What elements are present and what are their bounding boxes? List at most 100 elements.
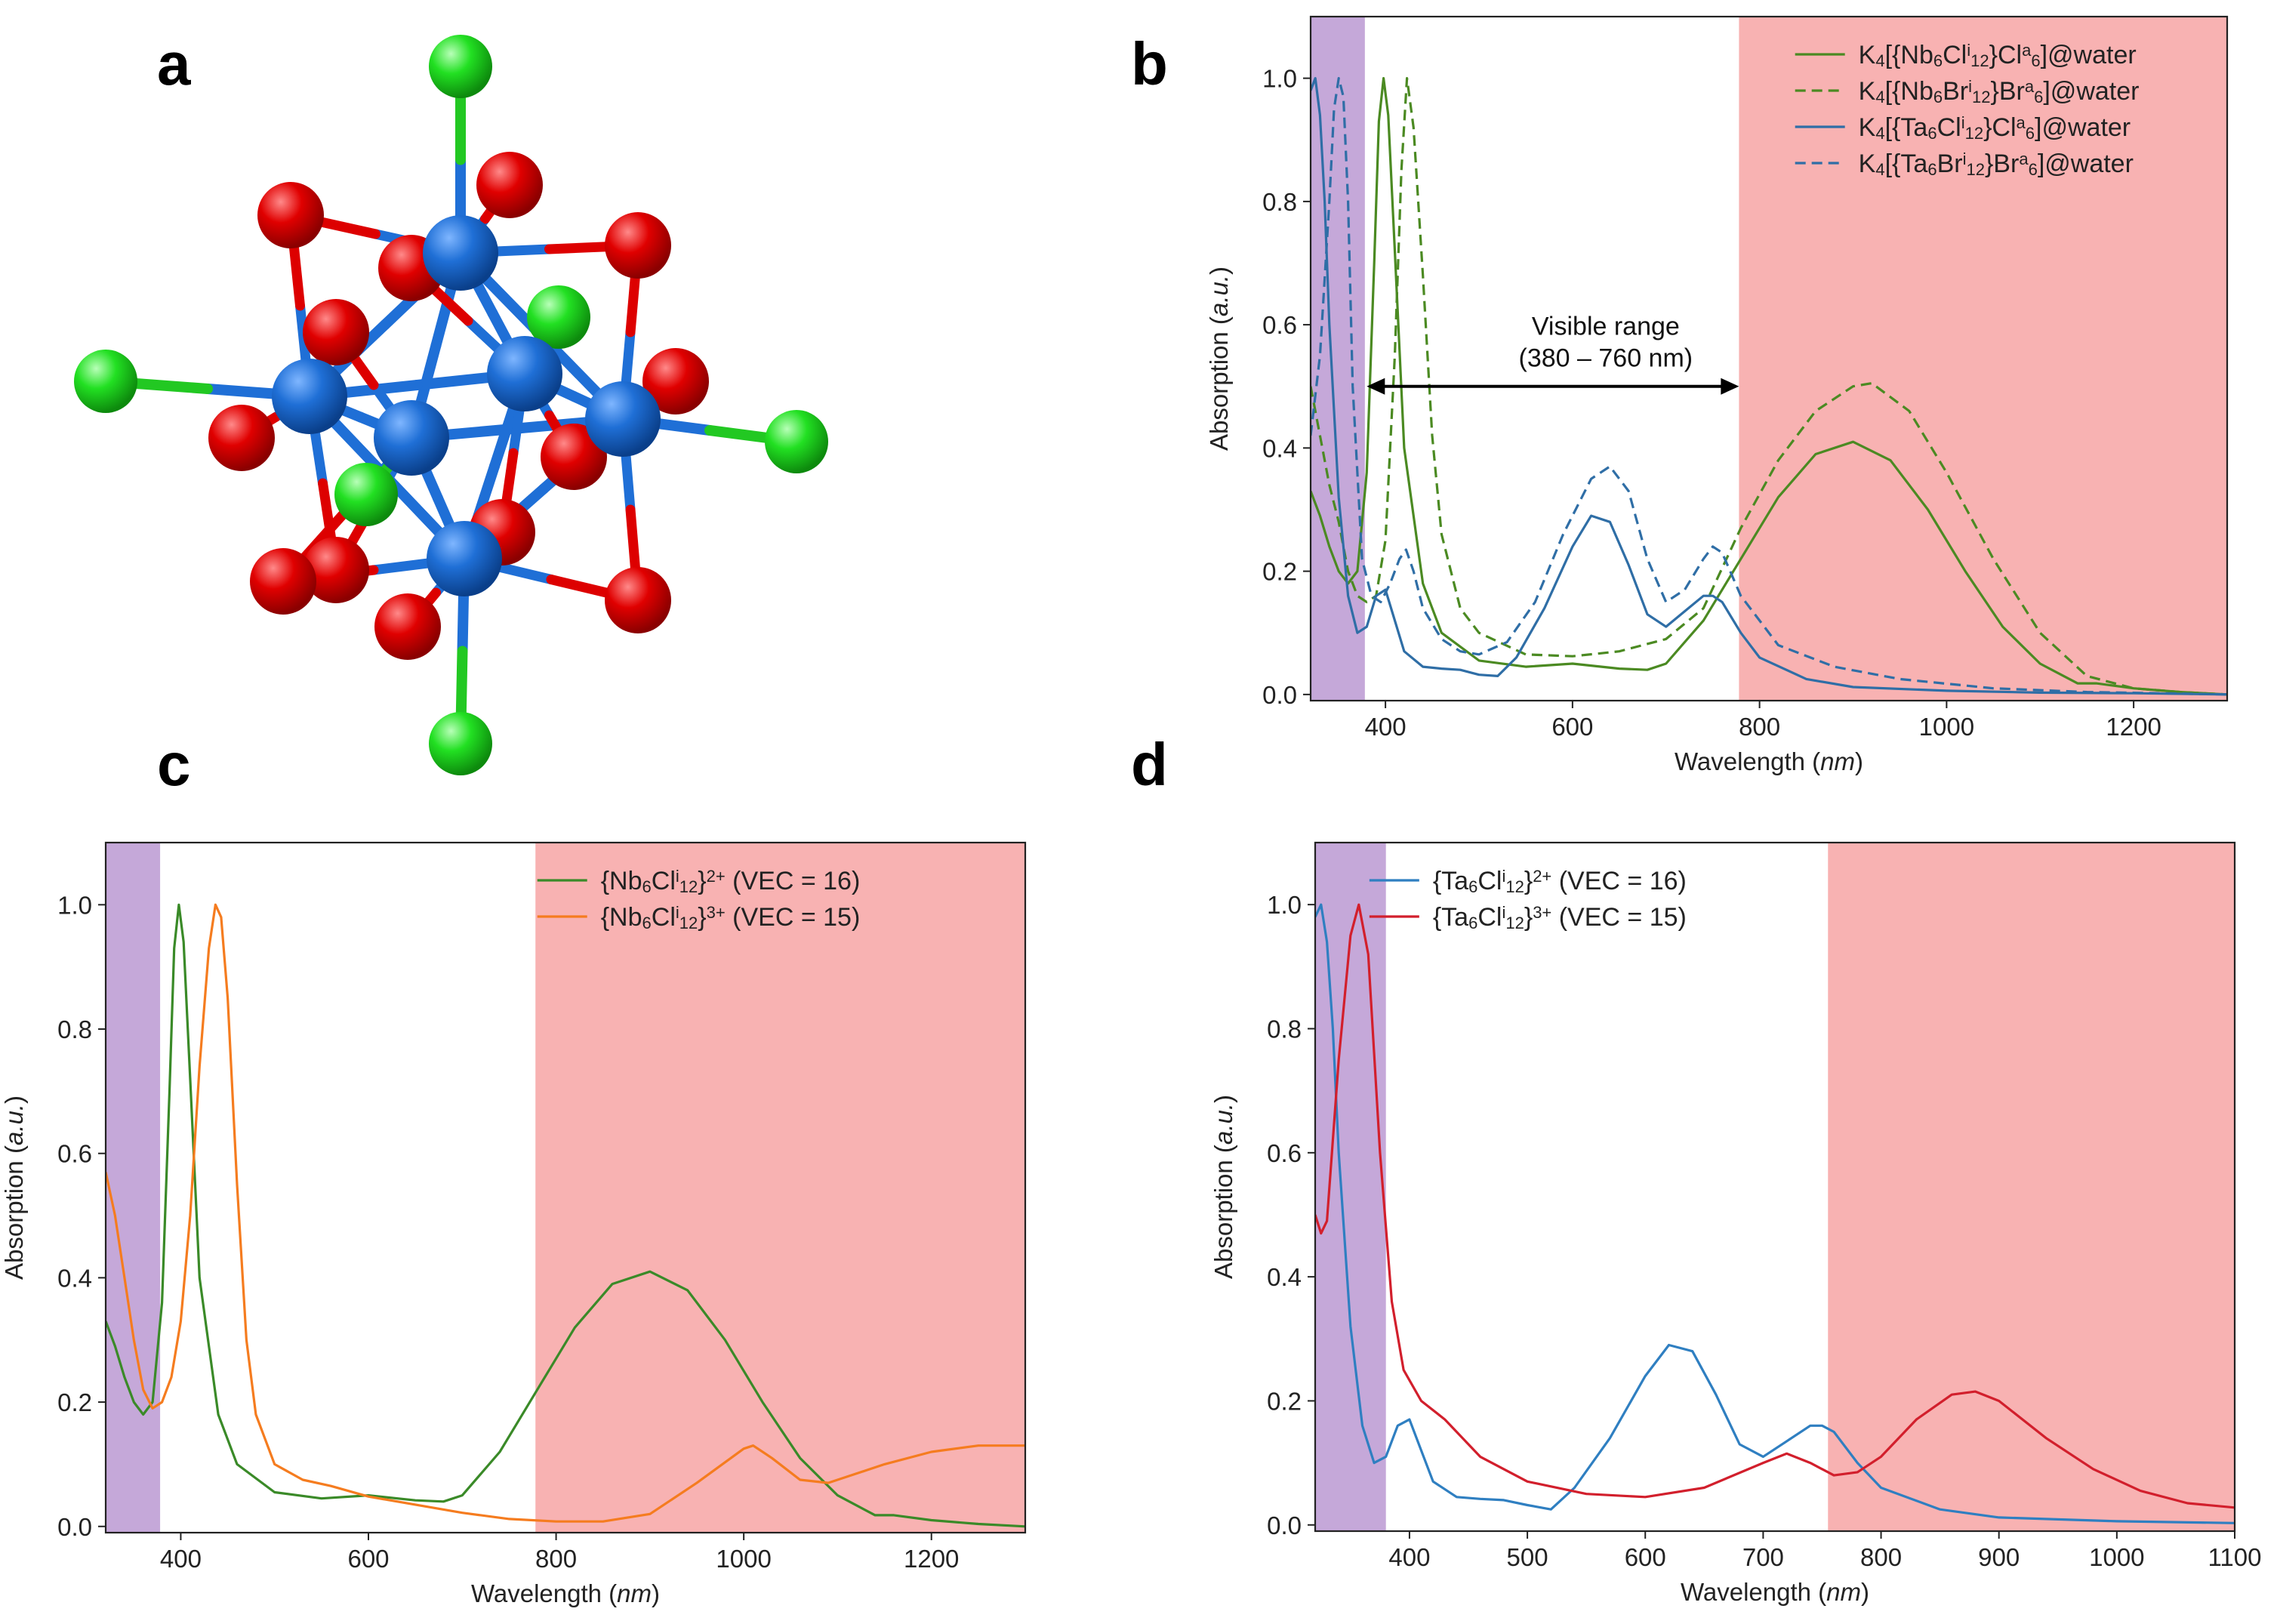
inner-halide-atom — [605, 567, 671, 633]
y-tick-label: 0.4 — [57, 1264, 92, 1292]
y-tick-label: 1.0 — [1262, 65, 1297, 93]
y-tick-label: 0.2 — [1262, 558, 1297, 586]
y-tick-label: 0.6 — [1262, 311, 1297, 339]
y-tick-label: 0.4 — [1262, 434, 1297, 462]
inner-halide-atom — [303, 537, 369, 603]
x-axis-label: Wavelength (nm) — [471, 1579, 660, 1607]
x-tick-label: 1200 — [2106, 713, 2161, 741]
x-tick-label: 700 — [1742, 1543, 1784, 1571]
series-line-3 — [1311, 77, 2227, 696]
y-tick-label: 0.8 — [57, 1015, 92, 1043]
y-tick-label: 0.6 — [57, 1140, 92, 1168]
x-tick-label: 600 — [1625, 1543, 1666, 1571]
metal-atom — [585, 381, 661, 457]
metal-atom — [374, 400, 449, 476]
y-tick-label: 0.2 — [57, 1388, 92, 1416]
panel-label-a: a — [157, 30, 191, 97]
chart-panel-c: 400 600 800 1000 1200 0.0 0.2 0.4 0.6 0.8 1.0 Wavel… — [0, 841, 1027, 1607]
metal-atom — [427, 521, 502, 596]
x-tick-label: 500 — [1507, 1543, 1548, 1571]
legend-entry: {Nb6Cli12}3+ (VEC = 15) — [601, 903, 861, 932]
y-tick-label: 0.0 — [1262, 681, 1297, 709]
panel-label-b: b — [1131, 30, 1168, 97]
legend-entry: K4[{Ta6Cli12}Cla6]@water — [1859, 113, 2131, 143]
inner-halide-atom — [541, 424, 607, 490]
legend-entry: K4[{Nb6Cli12}Cla6]@water — [1859, 41, 2137, 70]
x-tick-label: 1000 — [716, 1545, 771, 1573]
cluster-structure — [74, 35, 828, 775]
x-tick-label: 1100 — [2208, 1543, 2262, 1571]
y-tick-label: 0.0 — [57, 1513, 92, 1541]
series-line-1 — [106, 903, 1025, 1528]
series-line-2 — [1311, 77, 2227, 696]
series-line-4 — [1311, 77, 2227, 696]
x-tick-label: 900 — [1978, 1543, 2020, 1571]
visible-range-label: Visible range — [1532, 313, 1680, 341]
apical-halide-atom — [334, 463, 398, 526]
plot-frame — [104, 841, 1027, 1534]
x-axis-label: Wavelength (nm) — [1675, 747, 1863, 775]
plot-frame — [1309, 15, 2229, 702]
x-tick-label: 1000 — [2089, 1543, 2144, 1571]
arrowhead-right — [1721, 377, 1739, 395]
apical-halide-atom — [429, 712, 492, 775]
inner-halide-atom — [257, 182, 324, 248]
series-line-2 — [106, 903, 1025, 1523]
y-tick-label: 0.4 — [1267, 1263, 1302, 1291]
apical-halide-atom — [527, 285, 590, 349]
arrowhead-left — [1367, 377, 1385, 395]
inner-halide-atom — [642, 348, 709, 414]
x-tick-label: 1200 — [904, 1545, 959, 1573]
panel-label-d: d — [1131, 731, 1168, 798]
chart-panel-b: 400 600 800 1000 1200 0.0 0.2 0.4 0.6 0.8 1.0 Wavel… — [1205, 15, 2229, 775]
legend-entry: K4[{Nb6Bri12}Bra6]@water — [1859, 77, 2140, 106]
y-axis-label: Absorption (a.u.) — [1209, 1095, 1237, 1279]
y-tick-label: 0.8 — [1267, 1015, 1302, 1043]
apical-halide-atom — [74, 350, 137, 413]
x-tick-label: 800 — [535, 1545, 577, 1573]
nir-region-band — [1828, 843, 2235, 1531]
nir-region-band — [1739, 17, 2227, 701]
x-tick-label: 400 — [160, 1545, 202, 1573]
inner-halide-atom — [374, 593, 441, 660]
x-axis-label: Wavelength (nm) — [1681, 1578, 1869, 1606]
x-tick-label: 800 — [1860, 1543, 1902, 1571]
x-tick-label: 1000 — [1919, 713, 1974, 741]
x-tick-label: 600 — [1551, 713, 1593, 741]
metal-atom — [487, 336, 562, 411]
series-line-1 — [1311, 77, 2227, 696]
visible-range-values: (380 – 760 nm) — [1519, 344, 1693, 373]
inner-halide-atom — [605, 212, 671, 279]
y-tick-label: 0.8 — [1262, 188, 1297, 216]
legend-entry: {Nb6Cli12}2+ (VEC = 16) — [601, 867, 861, 896]
x-tick-label: 400 — [1388, 1543, 1430, 1571]
inner-halide-atom — [303, 299, 369, 365]
y-tick-label: 1.0 — [57, 891, 92, 919]
uv-region-band — [1311, 17, 1365, 701]
legend-entry: K4[{Ta6Bri12}Bra6]@water — [1859, 149, 2134, 179]
chart-panel-d: 400 500 600 700 800 900 1000 1100 0.0 0.2 0.4 0.6 0.… — [1209, 841, 2262, 1606]
series-line-1 — [1315, 903, 2235, 1524]
y-tick-label: 0.6 — [1267, 1139, 1302, 1167]
apical-halide-atom — [429, 35, 492, 98]
panel-label-c: c — [157, 731, 191, 798]
y-tick-label: 0.0 — [1267, 1512, 1302, 1539]
y-tick-label: 0.2 — [1267, 1387, 1302, 1415]
metal-atom — [423, 215, 498, 291]
apical-halide-atom — [765, 410, 828, 473]
y-axis-label: Absorption (a.u.) — [1205, 267, 1233, 451]
uv-region-band — [106, 843, 161, 1533]
inner-halide-atom — [208, 405, 275, 471]
legend-entry: {Ta6Cli12}3+ (VEC = 15) — [1433, 903, 1687, 932]
plot-frame — [1314, 841, 2236, 1533]
y-axis-label: Absorption (a.u.) — [0, 1096, 28, 1280]
x-tick-label: 600 — [347, 1545, 389, 1573]
legend-entry: {Ta6Cli12}2+ (VEC = 16) — [1433, 867, 1687, 896]
x-tick-label: 400 — [1365, 713, 1407, 741]
inner-halide-atom — [250, 548, 316, 615]
inner-halide-atom — [476, 152, 543, 218]
metal-atom — [272, 359, 347, 434]
nir-region-band — [535, 843, 1025, 1533]
x-tick-label: 800 — [1739, 713, 1780, 741]
